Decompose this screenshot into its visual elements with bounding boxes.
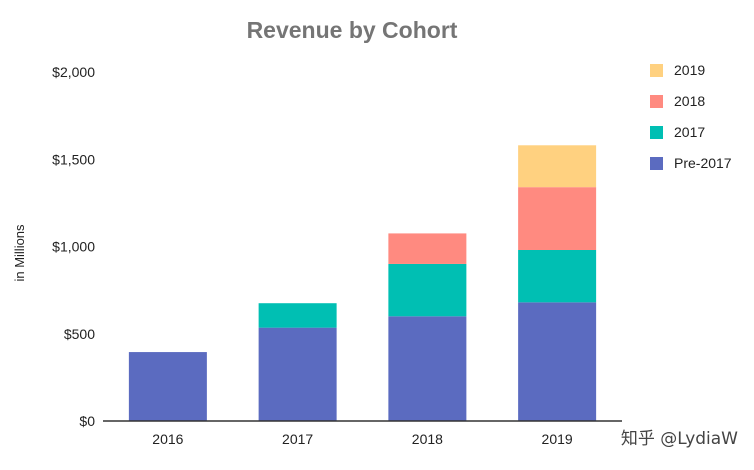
y-tick-label: $500 [64, 326, 95, 342]
bars [128, 145, 597, 421]
legend-swatch [650, 95, 663, 108]
x-tick-label: 2019 [542, 431, 573, 447]
y-axis-ticks: $0 $500 $1,000 $1,500 $2,000 [52, 64, 95, 429]
bar-segment [518, 145, 597, 188]
chart-title: Revenue by Cohort [247, 17, 458, 43]
y-tick-label: $2,000 [52, 64, 95, 80]
legend: 2019 2018 2017 Pre-2017 [650, 62, 732, 171]
x-tick-label: 2016 [152, 431, 183, 447]
bar-segment [518, 249, 597, 303]
legend-swatch [650, 157, 663, 170]
y-tick-label: $0 [79, 413, 95, 429]
legend-swatch [650, 126, 663, 139]
legend-swatch [650, 64, 663, 77]
y-tick-label: $1,500 [52, 151, 95, 167]
legend-label: 2019 [674, 62, 705, 78]
bar-segment [518, 302, 597, 421]
y-tick-label: $1,000 [52, 239, 95, 255]
bar-segment [128, 352, 207, 421]
bar-segment [258, 327, 337, 421]
bar-segment [388, 316, 467, 421]
bar-segment [258, 303, 337, 328]
y-axis-title: in Millions [12, 224, 27, 282]
legend-label: 2017 [674, 124, 705, 140]
bar-segment [388, 233, 467, 264]
legend-label: Pre-2017 [674, 155, 732, 171]
watermark-text: 知乎 @LydiaW [621, 429, 738, 449]
bar-segment [518, 187, 597, 250]
bar-segment [388, 263, 467, 317]
x-axis-ticks: 2016 2017 2018 2019 [152, 431, 573, 447]
legend-label: 2018 [674, 93, 705, 109]
x-tick-label: 2017 [282, 431, 313, 447]
x-tick-label: 2018 [412, 431, 443, 447]
